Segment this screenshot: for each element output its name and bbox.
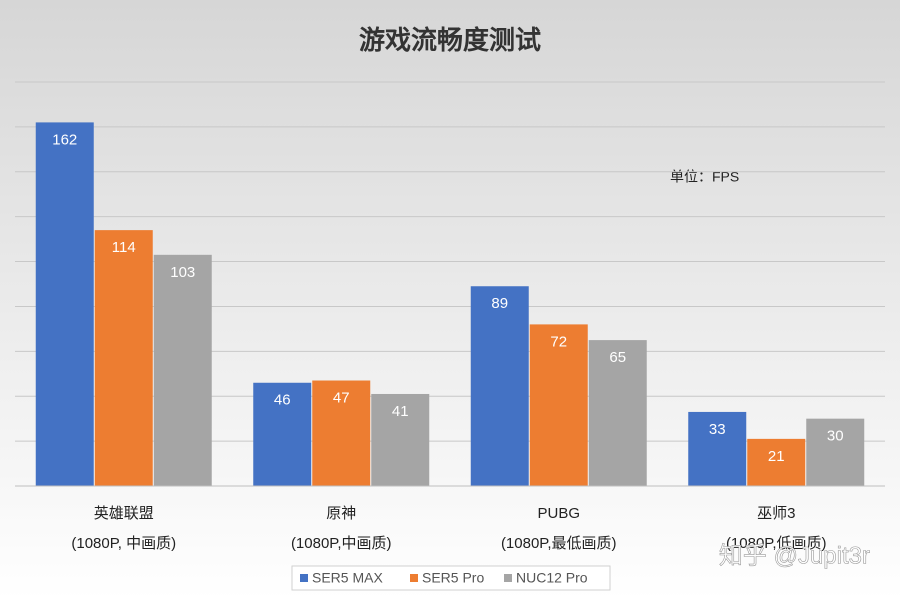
value-label: 89 [491,295,508,312]
x-tick-note: (1080P,最低画质) [501,535,617,552]
bar [153,254,212,486]
value-label: 103 [170,264,195,281]
value-label: 47 [333,389,350,406]
value-label: 65 [609,349,626,366]
bar [35,122,94,487]
legend-swatch [300,574,308,582]
bar [806,418,865,486]
value-label: 72 [550,333,567,350]
x-tick-label: 原神 [326,505,356,522]
bar [371,393,430,486]
value-label: 41 [392,403,409,420]
legend-label: SER5 Pro [422,570,484,586]
x-tick-note: (1080P,低画质) [726,535,827,552]
x-tick-note: (1080P,中画质) [291,535,392,552]
x-tick-label: 英雄联盟 [94,504,154,522]
bar [529,324,588,486]
value-label: 46 [274,392,291,409]
annotation: 单位：FPS [670,169,739,185]
bar [253,382,312,486]
bar [688,411,747,486]
watermark: 知乎 @Jupit3r [719,542,870,569]
value-label: 21 [768,448,785,465]
legend-swatch [410,574,418,582]
bar [94,230,153,486]
value-label: 30 [827,428,844,445]
value-label: 114 [112,239,136,256]
x-tick-label: 巫师3 [757,505,795,522]
bar [312,380,371,486]
legend-label: NUC12 Pro [516,570,588,586]
bar [588,340,647,486]
x-tick-label: PUBG [537,505,580,522]
legend-box [291,565,611,591]
bar [470,286,529,486]
chart-title: 游戏流畅度测试 [359,25,541,55]
bar [747,438,806,486]
value-label: 33 [709,421,726,438]
legend-swatch [504,574,512,582]
legend-label: SER5 MAX [312,570,383,586]
x-tick-note: (1080P, 中画质) [71,535,176,552]
value-label: 162 [52,131,77,148]
